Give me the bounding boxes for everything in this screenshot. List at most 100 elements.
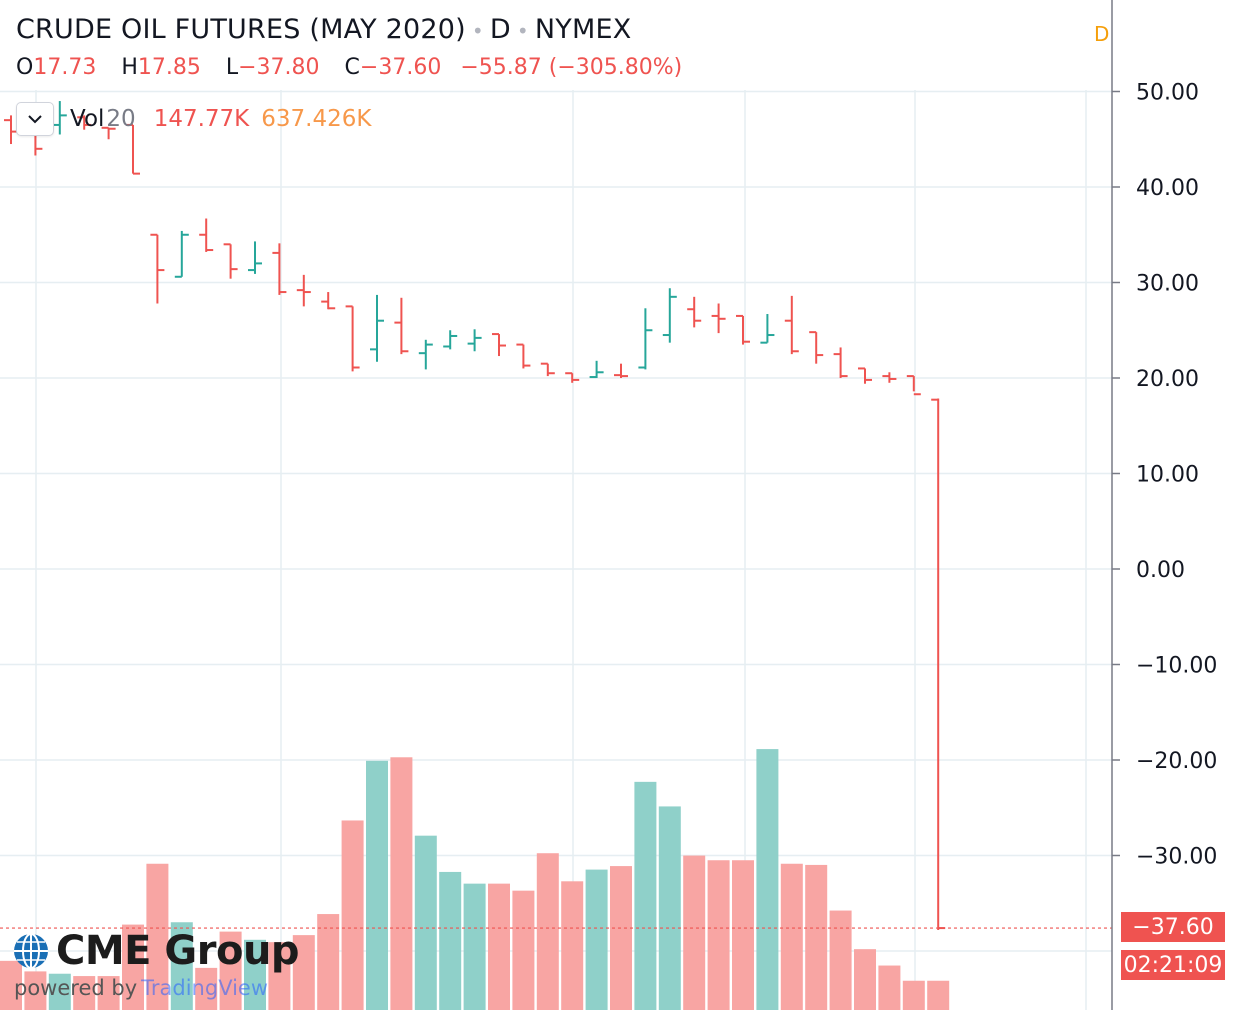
volume-ma-value: 637.426K (261, 106, 372, 132)
ohlc-bar (809, 331, 824, 364)
ohlc-bar (150, 233, 165, 304)
ohlc-bar (370, 294, 384, 362)
high-key: H (121, 55, 138, 80)
volume-bar (658, 806, 681, 1010)
exchange-label: NYMEX (534, 14, 632, 45)
ohlc-bar (296, 274, 311, 307)
interval-label: D (489, 14, 511, 45)
volume-bar (463, 883, 486, 1010)
axis-tick-label: −20.00 (1136, 749, 1217, 774)
low-key: L (225, 55, 239, 80)
volume-bar (610, 866, 632, 1010)
ohlc-bar (906, 375, 921, 396)
cme-group-logo[interactable]: CME Group powered by TradingView (12, 928, 300, 1000)
countdown-label: 02:21:09 (1121, 950, 1225, 980)
ohlc-bar (516, 343, 531, 369)
ohlc-bar (565, 372, 580, 383)
price-series (0, 101, 1112, 930)
ohlc-bar (662, 288, 677, 343)
volume-bar (536, 853, 559, 1010)
axis-tick-label: −30.00 (1136, 845, 1217, 870)
change-value: −55.87 (−305.80%) (460, 55, 683, 80)
volume-bar (390, 757, 413, 1010)
powered-by-line: powered by TradingView (14, 976, 299, 1000)
ohlc-bar (272, 243, 287, 295)
volume-bar (439, 871, 462, 1010)
ohlc-values: O17.73 H17.85 L−37.80 C−37.60 −55.87 (−3… (16, 55, 682, 80)
ohlc-bar (394, 297, 409, 355)
ohlc-bar (101, 126, 116, 140)
volume-bar (24, 971, 47, 1010)
volume-bar (219, 931, 242, 1010)
volume-bar (902, 980, 925, 1010)
axis-tick-label: 20.00 (1136, 367, 1199, 392)
volume-bar (170, 922, 193, 1010)
ohlc-bar (736, 314, 750, 345)
axis-tick-label: 40.00 (1136, 176, 1199, 201)
last-price-label: −37.60 (1121, 912, 1225, 942)
axis-tick-label: 30.00 (1136, 272, 1199, 297)
ohlc-bar (77, 115, 92, 130)
ohlc-bar (614, 363, 628, 378)
legend-collapse-button[interactable] (16, 102, 54, 136)
volume-bar (122, 924, 144, 1010)
separator-dot: • (471, 19, 484, 43)
axis-tick-label: −10.00 (1136, 654, 1217, 679)
volume-bar (634, 781, 657, 1010)
ohlc-bar (248, 241, 262, 274)
ohlc-bar (223, 243, 238, 279)
price-axis[interactable]: 50.00 40.00 30.00 20.00 10.00 0.00 −10.00 −20.0… (1111, 0, 1217, 1010)
volume-bar (756, 749, 779, 1010)
volume-bar (244, 939, 266, 1010)
volume-bar (829, 910, 852, 1010)
chart-grid (0, 90, 1112, 1010)
volume-legend: Vol 20 147.77K 637.426K (16, 102, 371, 136)
tradingview-link[interactable]: TradingView (141, 976, 269, 1000)
volume-bar (927, 980, 950, 1010)
volume-bar (0, 960, 22, 1010)
volume-histogram (0, 749, 950, 1010)
volume-bar (854, 949, 876, 1010)
close-value: −37.60 (359, 55, 442, 80)
volume-bar (97, 976, 120, 1010)
volume-value: 147.77K (153, 106, 250, 132)
ohlc-bar (540, 362, 555, 377)
low-value: −37.80 (238, 55, 320, 80)
volume-bar (73, 976, 96, 1010)
volume-bar (341, 820, 364, 1010)
volume-bar (414, 835, 437, 1010)
volume-bar (878, 965, 901, 1010)
volume-bar (146, 863, 169, 1010)
volume-bar (780, 863, 803, 1010)
interval-marker[interactable]: D (1094, 22, 1110, 46)
ohlc-bar (760, 314, 775, 344)
high-value: 17.85 (137, 55, 201, 80)
chart-header: CRUDE OIL FUTURES (MAY 2020) • D • NYMEX O17… (16, 14, 682, 80)
open-value: 17.73 (33, 55, 97, 80)
volume-bar (488, 883, 510, 1010)
ohlc-bar (711, 303, 726, 334)
volume-bar (317, 914, 340, 1010)
volume-bar (366, 760, 388, 1010)
ohlc-bar (687, 296, 702, 328)
ohlc-bar (882, 372, 897, 383)
symbol-title-row[interactable]: CRUDE OIL FUTURES (MAY 2020) • D • NYMEX (16, 14, 682, 45)
volume-bar (561, 881, 584, 1010)
ohlc-bar (199, 218, 214, 252)
powered-by-text: powered by (14, 976, 138, 1000)
ohlc-bar (126, 123, 140, 175)
open-key: O (16, 55, 34, 80)
separator-dot: • (516, 19, 529, 43)
ohlc-bar (345, 305, 360, 372)
axis-tick-label: 0.00 (1136, 558, 1185, 583)
ohlc-bar (589, 360, 604, 379)
ohlc-bar (492, 333, 506, 357)
ohlc-bar (467, 329, 482, 352)
logo-brand-text: CME Group (56, 928, 300, 974)
chevron-down-icon (28, 115, 42, 124)
globe-icon (14, 933, 48, 969)
volume-indicator-name[interactable]: Vol (70, 106, 105, 132)
volume-bar (707, 860, 730, 1010)
ohlc-bar (443, 330, 458, 350)
